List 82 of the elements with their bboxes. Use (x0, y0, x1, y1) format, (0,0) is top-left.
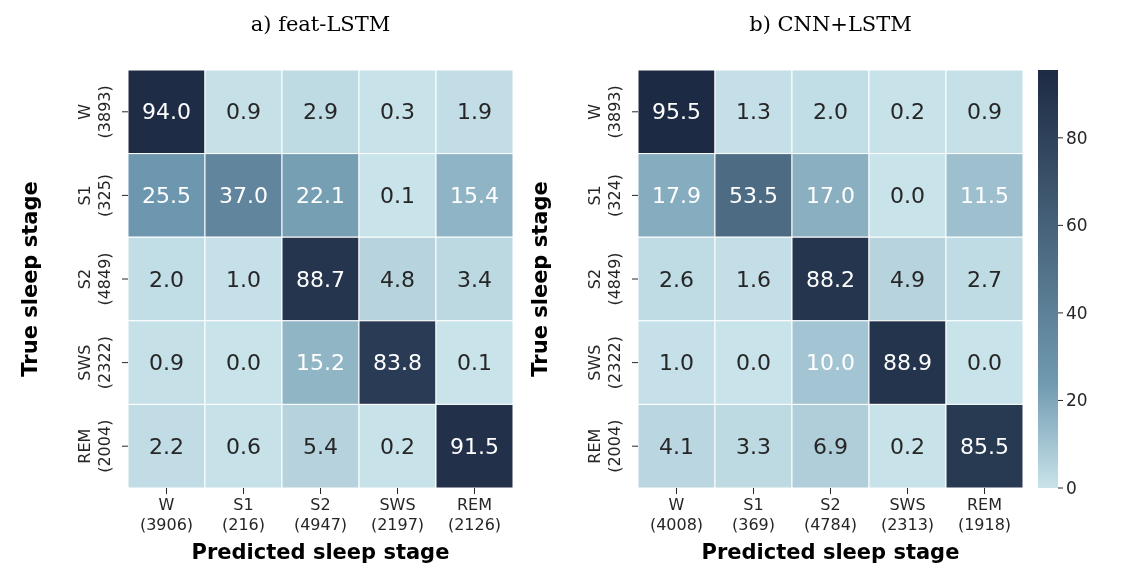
data-label: 0.6 (226, 433, 261, 459)
data-label: 22.1 (296, 182, 345, 208)
x-tick-label: REM (2126) (447, 495, 502, 534)
y-tick-label: S1 (324) (585, 173, 624, 217)
data-label: 4.9 (890, 266, 925, 292)
data-label: 1.9 (457, 99, 492, 125)
data-label: 0.9 (149, 350, 184, 376)
data-label: 3.4 (457, 266, 492, 292)
y-tick-label: W (3893) (75, 85, 114, 139)
data-label: 17.0 (806, 182, 855, 208)
data-label: 6.9 (813, 433, 848, 459)
data-label: 25.5 (142, 182, 191, 208)
data-label: 10.0 (806, 350, 855, 376)
y-tick-label: S1 (325) (75, 173, 114, 217)
y-tick-label: REM (2004) (585, 419, 624, 473)
data-label: 17.9 (652, 182, 701, 208)
color-bar-label: 60 (1066, 215, 1088, 236)
data-label: 94.0 (142, 99, 191, 125)
y-tick-label: S2 (4849) (75, 252, 114, 306)
data-label: 5.4 (303, 433, 338, 459)
color-scale: 0 20 40 60 80 (1028, 8, 1108, 538)
data-label: 15.4 (450, 182, 499, 208)
data-label: 1.6 (736, 266, 771, 292)
x-tick-label: S2 (4784) (803, 495, 858, 534)
x-axis-title: Predicted sleep stage (190, 540, 451, 564)
data-label: 83.8 (373, 350, 422, 376)
x-axis-title: Predicted sleep stage (700, 540, 961, 564)
y-axis-title: True sleep stage (18, 181, 43, 377)
data-label: 2.7 (967, 266, 1002, 292)
chart-title: b) CNN+LSTM (748, 12, 913, 36)
x-tick-label: S1 (216) (221, 495, 266, 534)
y-tick-label: S2 (4849) (585, 252, 624, 306)
x-tick-label: REM (1918) (957, 495, 1012, 534)
data-label: 0.0 (890, 182, 925, 208)
data-label: 11.5 (960, 182, 1009, 208)
data-label: 0.9 (226, 99, 261, 125)
data-label: 2.2 (149, 433, 184, 459)
data-label: 0.3 (380, 99, 415, 125)
data-label: 0.9 (967, 99, 1002, 125)
data-label: 0.0 (967, 350, 1002, 376)
data-label: 4.1 (659, 433, 694, 459)
data-label: 3.3 (736, 433, 771, 459)
data-label: 2.0 (149, 266, 184, 292)
data-label: 0.2 (380, 433, 415, 459)
data-label: 37.0 (219, 182, 268, 208)
data-label: 88.9 (883, 350, 932, 376)
data-label: 2.6 (659, 266, 694, 292)
y-tick-label: SWS (2322) (75, 336, 114, 390)
color-bar-label: 20 (1066, 390, 1088, 411)
x-tick-label: SWS (2313) (880, 495, 935, 534)
y-tick-label: W (3893) (585, 85, 624, 139)
data-label: 1.0 (226, 266, 261, 292)
data-label: 2.0 (813, 99, 848, 125)
data-label: 15.2 (296, 350, 345, 376)
color-bar-label: 0 (1066, 478, 1077, 498)
x-tick-label: SWS (2197) (370, 495, 425, 534)
data-label: 0.0 (226, 350, 261, 376)
data-label: 85.5 (960, 433, 1009, 459)
y-tick-label: SWS (2322) (585, 336, 624, 390)
x-tick-label: W (4008) (649, 495, 704, 534)
data-label: 91.5 (450, 433, 499, 459)
color-bar-label: 40 (1066, 302, 1088, 323)
y-tick-label: REM (2004) (75, 419, 114, 473)
data-label: 88.7 (296, 266, 345, 292)
data-label: 0.2 (890, 433, 925, 459)
data-label: 2.9 (303, 99, 338, 125)
data-label: 0.1 (380, 182, 415, 208)
data-label: 1.3 (736, 99, 771, 125)
x-tick-label: S2 (4947) (293, 495, 348, 534)
data-label: 1.0 (659, 350, 694, 376)
data-label: 88.2 (806, 266, 855, 292)
data-label: 0.0 (736, 350, 771, 376)
chart-title: a) feat-LSTM (249, 12, 392, 36)
data-label: 53.5 (729, 182, 778, 208)
data-label: 95.5 (652, 99, 701, 125)
x-tick-label: W (3906) (139, 495, 194, 534)
data-label: 0.2 (890, 99, 925, 125)
color-bar-label: 80 (1066, 127, 1088, 148)
data-label: 4.8 (380, 266, 415, 292)
x-tick-label: S1 (369) (731, 495, 776, 534)
y-axis-title: True sleep stage (528, 181, 553, 377)
data-label: 0.1 (457, 350, 492, 376)
